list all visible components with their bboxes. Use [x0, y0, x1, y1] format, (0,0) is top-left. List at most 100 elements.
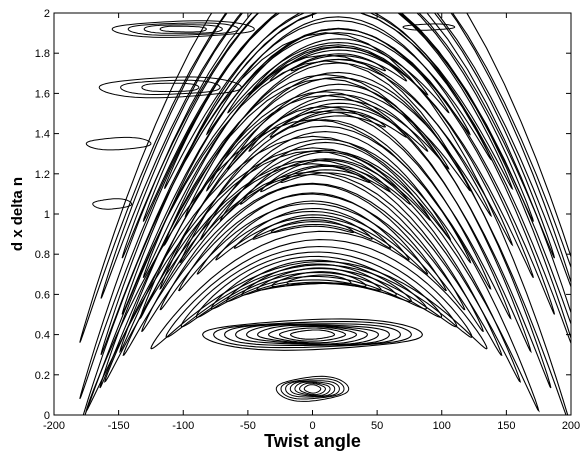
- contour-line: [179, 119, 472, 264]
- contour-line: [103, 135, 522, 383]
- y-tick-label: 1.8: [35, 48, 50, 60]
- contour-line: [239, 151, 412, 205]
- contour-line: [246, 324, 379, 346]
- contour-line: [180, 245, 458, 328]
- contour-line: [286, 274, 352, 285]
- contour-line: [118, 74, 532, 354]
- contour-line: [248, 94, 429, 152]
- contour-line: [79, 13, 571, 400]
- contour-band-11: [402, 23, 456, 31]
- contour-line: [289, 329, 336, 340]
- y-axis-label: d x delta n: [9, 177, 26, 251]
- contour-line: [184, 58, 493, 218]
- contour-line: [280, 378, 345, 400]
- y-tick-label: 0.4: [35, 330, 50, 342]
- contour-lines: [79, 13, 571, 415]
- axis-ticks: [53, 12, 572, 416]
- contour-line: [141, 163, 484, 332]
- y-tick-label: 0: [44, 410, 50, 422]
- contour-band-9: [85, 136, 152, 151]
- contour-band-8: [98, 76, 242, 99]
- contour-band-1: [202, 318, 423, 351]
- contour-line: [299, 382, 326, 396]
- contour-line: [269, 102, 408, 138]
- contour-line: [402, 23, 456, 31]
- contour-line: [150, 230, 488, 350]
- contour-line: [271, 271, 367, 288]
- y-tick-label: 1.4: [35, 129, 50, 141]
- contour-line: [257, 324, 368, 345]
- contour-line: [270, 219, 355, 234]
- contour-band-6: [79, 13, 571, 343]
- contour-line: [178, 183, 447, 292]
- contour-line: [268, 325, 357, 344]
- contour-line: [159, 173, 466, 311]
- x-tick-label: 0: [309, 420, 315, 432]
- contour-line: [139, 91, 512, 320]
- contour-line: [294, 381, 331, 397]
- contour-line: [248, 38, 429, 96]
- contour-line: [210, 255, 428, 310]
- contour-line: [159, 106, 492, 290]
- contour-band-0: [275, 375, 350, 402]
- x-tick-label: -50: [240, 420, 256, 432]
- y-tick-label: 1: [44, 209, 50, 221]
- contour-line: [226, 27, 450, 114]
- y-tick-label: 2: [44, 8, 50, 20]
- contour-line: [280, 165, 371, 184]
- tick-labels: -200 -150 -100 -50 0 50 100 150 200 0 0.2 0.4 0.6 0.8…: [35, 8, 580, 432]
- contour-line: [235, 323, 390, 346]
- contour-band-10: [92, 198, 133, 210]
- contour-line: [278, 327, 347, 342]
- contour-band-2: [150, 230, 488, 350]
- contour-line: [256, 267, 382, 291]
- contour-line: [215, 200, 410, 261]
- contour-line: [141, 82, 200, 92]
- contour-line: [85, 136, 152, 151]
- contour-line: [213, 321, 412, 349]
- contour-line: [219, 141, 432, 221]
- contour-band-3: [85, 119, 540, 413]
- contour-line: [205, 16, 471, 136]
- contour-band-7: [111, 20, 255, 38]
- contour-line: [227, 83, 450, 170]
- contour-line: [159, 25, 207, 33]
- contour-line: [233, 207, 392, 249]
- contour-line: [290, 53, 387, 72]
- contour-line: [92, 198, 133, 210]
- y-tick-label: 1.2: [35, 169, 50, 181]
- x-tick-label: 200: [562, 420, 580, 432]
- contour-line: [303, 384, 322, 394]
- contour-line: [285, 380, 340, 398]
- x-tick-label: -200: [43, 420, 65, 432]
- contour-line: [100, 13, 571, 299]
- contour-line: [275, 375, 350, 402]
- contour-line: [79, 13, 571, 343]
- contour-line: [142, 13, 534, 222]
- y-tick-label: 1.6: [35, 88, 50, 100]
- y-tick-label: 0.2: [35, 370, 50, 382]
- x-axis-label: Twist angle: [264, 431, 361, 451]
- contour-line: [289, 381, 336, 397]
- contour-line: [120, 79, 221, 95]
- contour-line: [225, 259, 413, 303]
- x-tick-label: 150: [497, 420, 515, 432]
- contour-line: [121, 13, 556, 259]
- contour-line: [98, 76, 242, 99]
- y-tick-label: 0.8: [35, 249, 50, 261]
- contour-line: [202, 318, 423, 351]
- y-tick-label: 0.6: [35, 289, 50, 301]
- contour-line: [199, 131, 452, 241]
- x-tick-label: -150: [108, 420, 130, 432]
- x-tick-label: 50: [371, 420, 383, 432]
- contour-line: [290, 109, 387, 128]
- contour-line: [111, 20, 255, 38]
- x-tick-label: 100: [433, 420, 451, 432]
- contour-line: [195, 251, 443, 318]
- x-tick-label: -100: [172, 420, 194, 432]
- contour-line: [260, 159, 391, 193]
- contour-line: [143, 24, 223, 34]
- contour-line: [252, 214, 373, 240]
- contour-line: [127, 22, 239, 36]
